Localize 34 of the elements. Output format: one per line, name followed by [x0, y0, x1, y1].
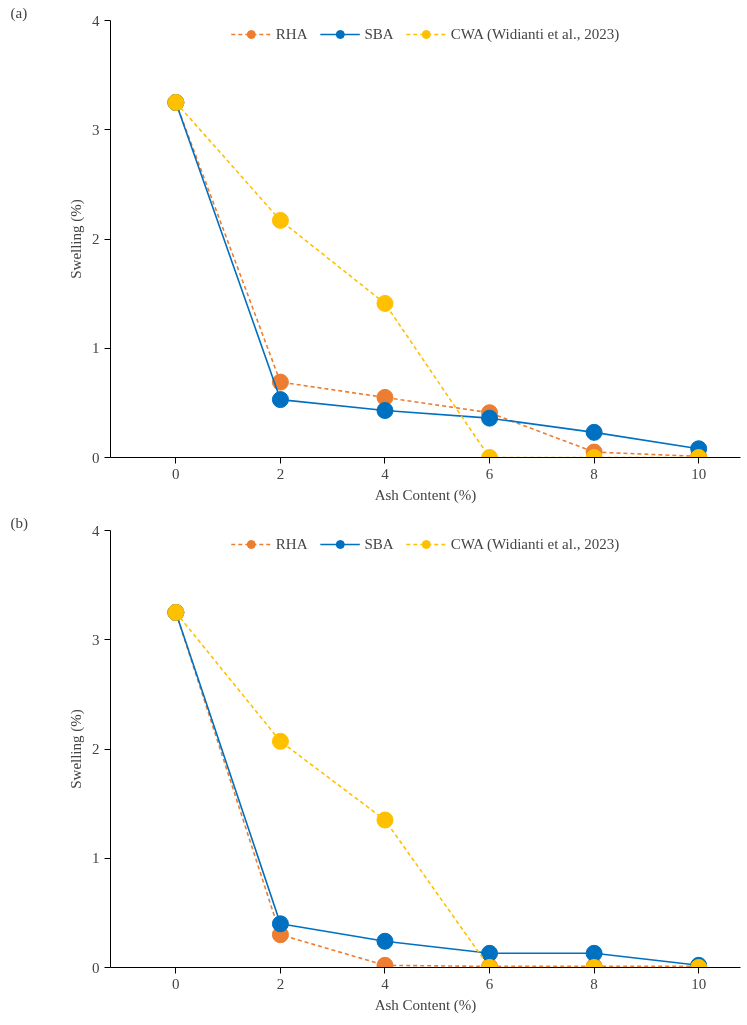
y-tick-label: 2 [92, 231, 100, 247]
x-tick-label: 6 [485, 465, 494, 482]
y-tick-label: 0 [92, 959, 100, 976]
y-tick-label: 3 [92, 631, 100, 648]
x-tick-label: 0 [172, 975, 180, 992]
x-tick-label: 4 [381, 465, 390, 482]
x-tick-label: 8 [590, 975, 598, 992]
y-tick-label: 1 [92, 850, 100, 867]
legend-label: RHA [275, 535, 308, 553]
x-tick-label: 0 [172, 465, 180, 482]
y-axis-title: Swelling (%) [68, 199, 85, 279]
legend-label: RHA [275, 25, 308, 43]
x-tick-label: 6 [485, 975, 494, 992]
y-tick-label: 2 [92, 741, 100, 757]
x-tick-label: 10 [691, 975, 707, 992]
x-tick-label: 8 [590, 465, 598, 482]
y-tick-label: 1 [92, 340, 100, 357]
y-axis-title: Swelling (%) [68, 709, 85, 789]
y-tick-label: 4 [92, 522, 100, 539]
text: (a) [10, 4, 28, 22]
legend-label: SBA [364, 25, 394, 43]
legend-label: SBA [364, 535, 394, 553]
y-tick-label: 0 [92, 449, 100, 466]
y-tick-label: 3 [92, 121, 100, 138]
x-tick-label: 4 [381, 975, 390, 992]
x-tick-label: 2 [276, 465, 285, 482]
legend-label: CWA (Widianti et al., 2023) [450, 25, 620, 43]
text: (b) [10, 514, 28, 532]
x-axis-title: Ash Content (%) [374, 486, 477, 504]
x-tick-label: 10 [691, 465, 707, 482]
y-tick-label: 4 [92, 12, 100, 29]
x-axis-title: Ash Content (%) [374, 996, 477, 1014]
legend-label: CWA (Widianti et al., 2023) [450, 535, 620, 553]
x-tick-label: 2 [276, 975, 285, 992]
